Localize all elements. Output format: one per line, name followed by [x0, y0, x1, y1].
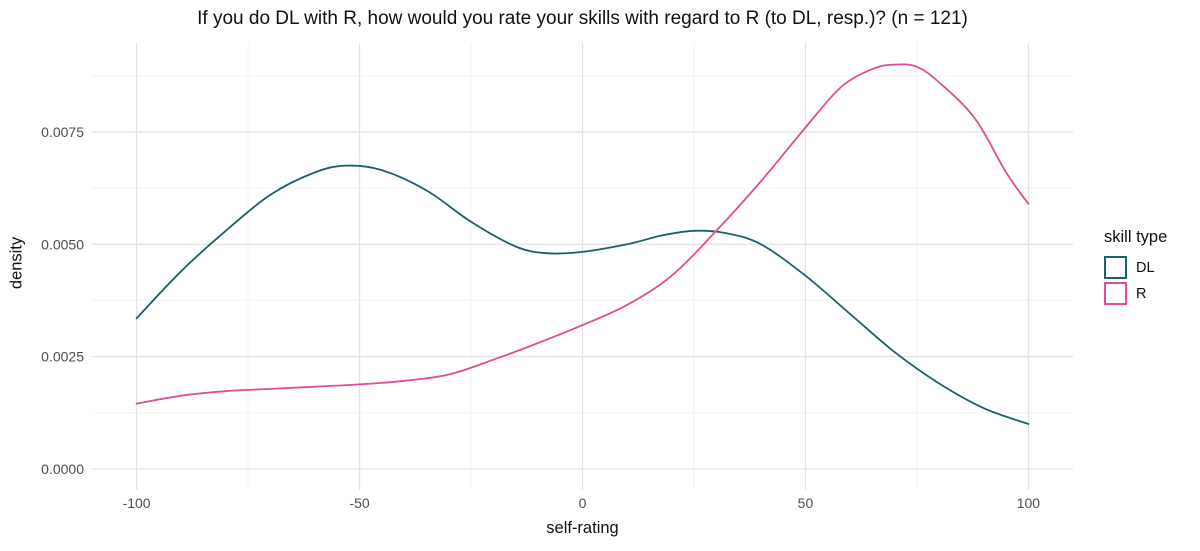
- x-tick-label: -100: [123, 495, 151, 511]
- x-tick-labels: -100 -50 0 50 100: [123, 495, 1041, 511]
- y-tick-label: 0.0025: [41, 349, 84, 365]
- dl-density-curve: [135, 164, 1030, 425]
- x-tick-label: 0: [579, 495, 587, 511]
- legend-entry-r: R: [1104, 282, 1167, 305]
- r-density-curve: [135, 63, 1030, 405]
- x-tick-label: 50: [798, 495, 814, 511]
- legend-entry-dl: DL: [1104, 256, 1167, 279]
- chart-title: If you do DL with R, how would you rate …: [197, 8, 968, 29]
- y-tick-label: 0.0000: [41, 461, 84, 477]
- legend-entries: DL R: [1104, 256, 1167, 305]
- x-tick-label: -50: [349, 495, 369, 511]
- major-gridlines: [92, 43, 1073, 490]
- legend: skill type DL R: [1104, 228, 1167, 308]
- y-tick-label: 0.0075: [41, 124, 84, 140]
- legend-key-swatch: [1104, 256, 1127, 279]
- y-axis-title: density: [7, 236, 26, 290]
- legend-key-swatch: [1104, 282, 1127, 305]
- legend-label: R: [1136, 285, 1147, 302]
- legend-title: skill type: [1104, 228, 1168, 246]
- x-axis-title: self-rating: [546, 519, 619, 537]
- y-tick-label: 0.0050: [41, 236, 84, 252]
- y-tick-labels: 0.0000 0.0025 0.0050 0.0075: [41, 124, 84, 477]
- x-tick-label: 100: [1017, 495, 1041, 511]
- legend-label: DL: [1136, 259, 1155, 276]
